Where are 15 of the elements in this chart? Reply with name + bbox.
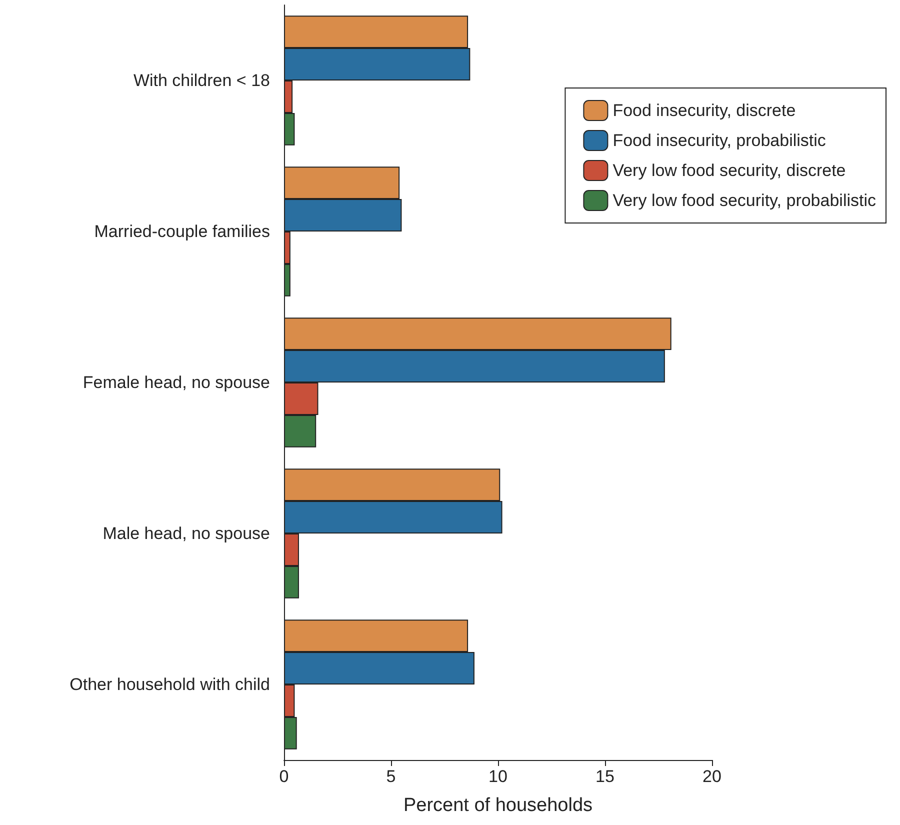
x-tick-label: 0 — [279, 767, 289, 786]
x-tick-label: 5 — [386, 767, 396, 786]
x-tick-label: 10 — [488, 767, 508, 786]
y-tick-label: Married-couple families — [94, 222, 270, 241]
legend-label: Very low food security, discrete — [612, 161, 846, 180]
legend-label: Food insecurity, probabilistic — [612, 131, 826, 150]
y-tick-label: With children < 18 — [133, 71, 270, 90]
x-tick-label: 20 — [702, 767, 722, 786]
legend-label: Food insecurity, discrete — [612, 101, 796, 120]
y-tick-label: Male head, no spouse — [102, 524, 270, 543]
legend-label: Very low food security, probabilistic — [612, 191, 876, 210]
x-tick-label: 15 — [596, 767, 614, 786]
y-tick-label: Female head, no spouse — [82, 373, 270, 392]
x-axis-title: Percent of households — [403, 795, 593, 816]
y-tick-label: Other household with child — [70, 675, 270, 694]
